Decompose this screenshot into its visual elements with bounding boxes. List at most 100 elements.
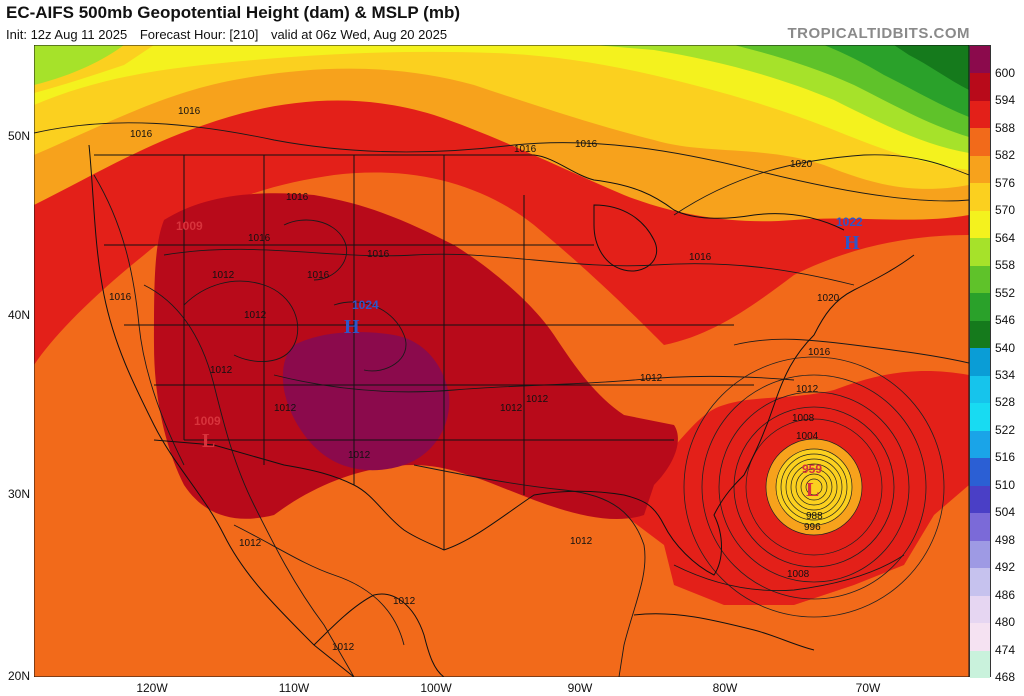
svg-text:1004: 1004 [796, 431, 819, 442]
colorbar-swatch [970, 100, 990, 129]
state-lines-b [104, 244, 754, 441]
pressure-system-l-hurricane: 959 L [802, 462, 822, 501]
colorbar-swatch [970, 403, 990, 432]
svg-text:1012: 1012 [332, 642, 355, 653]
lon-label-110w: 110W [278, 681, 310, 695]
colorbar-label: 474 [995, 642, 1016, 657]
lat-label-30n: 30N [7, 487, 30, 501]
colorbar-label: 582 [995, 148, 1016, 163]
svg-text:1016: 1016 [130, 129, 153, 140]
svg-text:1016: 1016 [109, 292, 132, 303]
isobar-mountain-a [183, 280, 299, 362]
svg-text:H: H [844, 232, 860, 254]
height-band-564 [34, 45, 969, 170]
colorbar-label: 468 [995, 670, 1016, 685]
lat-label-20n: 20N [7, 669, 30, 683]
isobar-1020-ne [673, 154, 969, 216]
colorbar-swatch [970, 238, 990, 267]
svg-text:1016: 1016 [307, 270, 330, 281]
colorbar-label: 498 [995, 532, 1016, 547]
isobar-1016-central [163, 248, 855, 286]
svg-text:1012: 1012 [348, 450, 371, 461]
hurricane [683, 356, 945, 618]
isobar-mexico [233, 524, 405, 646]
colorbar-swatch [970, 210, 990, 239]
colorbar-swatch [970, 485, 990, 514]
pressure-system-h-central: 1024 H [344, 298, 379, 338]
svg-text:L: L [202, 430, 215, 452]
colorbar [969, 45, 1024, 679]
svg-text:1012: 1012 [500, 403, 523, 414]
pressure-system-l-southwest: 1009 L [194, 414, 221, 452]
colorbar-label: 528 [995, 395, 1016, 410]
colorbar-swatches [969, 45, 991, 679]
colorbar-swatch [970, 320, 990, 349]
svg-text:1009: 1009 [176, 219, 203, 233]
pressure-system-l-nw: 1009 [176, 219, 203, 233]
svg-text:1012: 1012 [570, 536, 593, 547]
svg-text:1008: 1008 [792, 413, 815, 424]
colorbar-swatch [970, 46, 990, 74]
lat-label-40n: 40N [7, 308, 30, 322]
state-lines-a [183, 155, 525, 550]
boundaries [88, 144, 915, 677]
colorbar-swatch [970, 293, 990, 322]
colorbar-label: 486 [995, 587, 1016, 602]
header: EC-AIFS 500mb Geopotential Height (dam) … [0, 0, 1024, 45]
lon-label-70w: 70W [855, 681, 881, 695]
svg-text:H: H [344, 316, 360, 338]
svg-text:L: L [806, 479, 819, 501]
colorbar-label: 504 [995, 505, 1016, 520]
svg-text:1012: 1012 [244, 310, 267, 321]
colorbar-swatch [970, 568, 990, 597]
isobar-mountain-b [283, 219, 348, 281]
colorbar-swatch [970, 595, 990, 624]
lat-label-50n: 50N [7, 129, 30, 143]
colorbar-swatch [970, 623, 990, 651]
svg-text:1016: 1016 [575, 139, 598, 150]
isobar-1008-south [673, 554, 905, 592]
colorbar-swatch [970, 513, 990, 542]
colorbar-label: 552 [995, 285, 1016, 300]
us-mexico-border [153, 439, 445, 551]
svg-text:1012: 1012 [210, 365, 233, 376]
colorbar-swatch [970, 540, 990, 569]
colorbar-swatch [970, 155, 990, 184]
svg-text:996: 996 [804, 522, 821, 533]
svg-text:959: 959 [802, 462, 822, 476]
colorbar-swatch [970, 265, 990, 294]
isobar-1016-east [733, 338, 969, 364]
colorbar-label: 492 [995, 560, 1016, 575]
colorbar-label: 534 [995, 368, 1016, 382]
pacific-coast [88, 144, 355, 677]
colorbar-label: 588 [995, 120, 1016, 135]
isobar-1016-north [34, 122, 969, 202]
colorbar-swatch [970, 458, 990, 487]
colorbar-swatch [970, 375, 990, 404]
svg-text:1016: 1016 [178, 106, 201, 117]
valid-time: valid at 06z Wed, Aug 20 2025 [270, 27, 448, 42]
svg-text:1016: 1016 [808, 347, 831, 358]
colorbar-label: 480 [995, 615, 1016, 630]
colorbar-label: 558 [995, 258, 1016, 273]
lon-label-100w: 100W [420, 681, 452, 695]
svg-text:1024: 1024 [352, 298, 379, 312]
svg-text:1016: 1016 [286, 192, 309, 203]
svg-text:1012: 1012 [274, 403, 297, 414]
pressure-system-h-northeast: 1022 H [836, 215, 863, 254]
map-subtitle: Init: 12z Aug 11 2025 Forecast Hour: [21… [6, 27, 456, 42]
svg-text:1016: 1016 [514, 144, 537, 155]
isobar-1012-south [413, 464, 646, 677]
colorbar-label: 600 [995, 65, 1016, 80]
colorbar-swatch [970, 650, 990, 679]
colorbar-label: 516 [995, 450, 1016, 465]
gulf-coast [443, 254, 915, 576]
colorbar-swatch [970, 430, 990, 459]
colorbar-label: 540 [995, 340, 1016, 355]
isobar-mountain-c [333, 301, 407, 372]
svg-text:1012: 1012 [393, 596, 416, 607]
mexico-coast [313, 593, 445, 677]
colorbar-label: 594 [995, 93, 1016, 108]
lon-label-120w: 120W [136, 681, 168, 695]
brand-watermark: TROPICALTIDBITS.COM [787, 25, 970, 42]
